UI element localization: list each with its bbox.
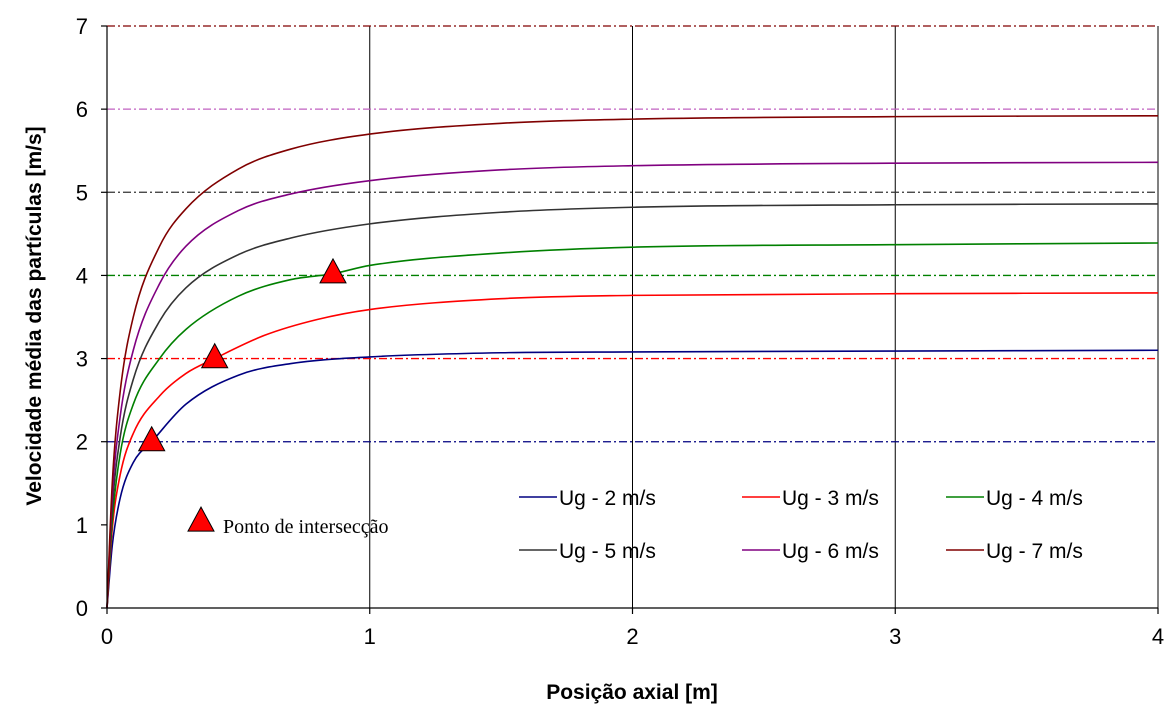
x-axis-title: Posição axial [m]: [546, 681, 718, 704]
x-tick-label: 4: [1152, 624, 1164, 649]
y-tick-label: 6: [76, 97, 88, 122]
series-line: [106, 161, 1159, 609]
series-line: [106, 292, 1159, 609]
legend-label: Ug - 5 m/s: [559, 540, 656, 563]
y-axis-title: Velocidade média das partículas [m/s]: [23, 126, 46, 505]
tick-labels: 0 1 2 3 4 5 6 7 0 1 2 3 4: [76, 14, 1164, 649]
axes: [101, 25, 1159, 614]
y-tick-label: 7: [76, 14, 88, 39]
marker-legend: Ponto de intersecção: [187, 506, 389, 538]
series-line: [106, 203, 1159, 609]
legend-label: Ug - 4 m/s: [986, 487, 1083, 510]
legend-label: Ug - 7 m/s: [986, 540, 1083, 563]
intersection-marker: [137, 425, 166, 452]
marker-legend-label: Ponto de intersecção: [223, 516, 389, 538]
x-tick-label: 1: [364, 624, 376, 649]
x-tick-label: 3: [889, 624, 901, 649]
intersection-marker: [200, 342, 229, 369]
y-tick-label: 1: [76, 513, 88, 538]
grid-lines: [369, 26, 1159, 608]
series-line: [106, 114, 1159, 609]
y-tick-label: 3: [76, 347, 88, 372]
y-tick-label: 5: [76, 180, 88, 205]
legend-label: Ug - 6 m/s: [782, 540, 879, 563]
series-line: [106, 349, 1159, 609]
legend-label: Ug - 2 m/s: [559, 487, 656, 510]
legend: Ug - 2 m/s Ug - 3 m/s Ug - 4 m/s Ug - 5 m/s…: [519, 487, 1083, 563]
y-tick-label: 2: [76, 430, 88, 455]
intersection-markers: [137, 257, 347, 452]
y-tick-label: 0: [76, 596, 88, 621]
x-tick-label: 2: [626, 624, 638, 649]
series-line: [106, 242, 1159, 609]
intersection-marker: [319, 257, 347, 284]
legend-label: Ug - 3 m/s: [782, 487, 879, 510]
series-lines: [106, 114, 1159, 609]
x-tick-label: 0: [101, 624, 113, 649]
marker-legend-symbol: [187, 506, 215, 532]
reference-lines: [107, 25, 1158, 443]
y-tick-label: 4: [76, 263, 88, 288]
